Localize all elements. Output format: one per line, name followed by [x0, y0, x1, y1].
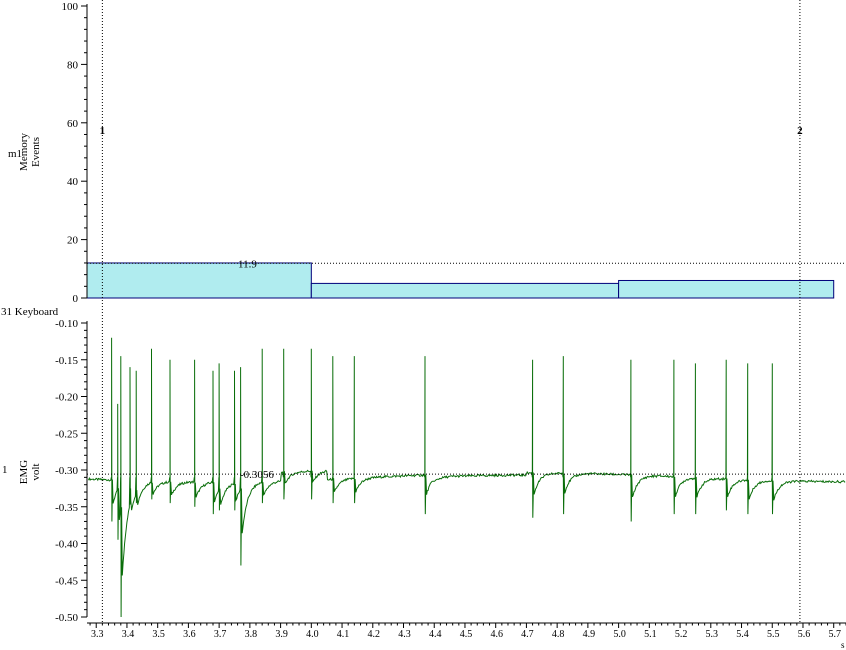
- emg-ytick-label: -0.25: [55, 428, 78, 440]
- emg-y-ticks: -0.10 -0.15 -0.20 -0.25 -0.30 -0.35 -0.40 -0.45…: [55, 318, 87, 624]
- x-tick-label: 3.9: [275, 629, 288, 640]
- channel-label-1: 1: [2, 464, 8, 476]
- x-tick-label: 4.6: [490, 629, 503, 640]
- x-tick-label: 4.3: [398, 629, 411, 640]
- channel-divider-label: 31 Keyboard: [1, 306, 59, 318]
- emg-ytick-label: -0.30: [55, 465, 78, 477]
- emg-ytick-label: -0.50: [55, 612, 78, 624]
- emg-ytick-label: -0.10: [55, 318, 78, 330]
- x-ticks: 3.3 3.4 3.5 3.6 3.7 3.8 3.9 4.0 4.1 4.2 4.3 4.4 4.5 4…: [89, 623, 846, 640]
- emg-panel: -0.3056 -0.10-0.15-0.20-0.25-0.30-0.35-0…: [2, 318, 846, 624]
- event-bar-2: [618, 279, 835, 299]
- x-tick-label: 3.3: [91, 629, 104, 640]
- events-panel: 11.9 0 20 40 60 80 100 m1 Memory Events: [8, 1, 846, 305]
- x-tick-label: 3.8: [245, 629, 258, 640]
- time-x-axis: 3.3 3.4 3.5 3.6 3.7 3.8 3.9 4.0 4.1 4.2 4.3 4.4 4.5 4…: [87, 622, 846, 650]
- x-tick-label: 4.8: [552, 629, 565, 640]
- x-tick-label: 4.0: [306, 629, 319, 640]
- emg-trace: [88, 337, 846, 618]
- emg-ytick-label: -0.20: [55, 392, 78, 404]
- x-tick-label: 5.2: [675, 629, 688, 640]
- emg-ylabel-line2: volt: [30, 463, 42, 480]
- emg-ytick-label: -0.35: [55, 502, 78, 514]
- x-tick-label: 4.4: [429, 629, 442, 640]
- x-tick-label: 3.6: [183, 629, 196, 640]
- x-tick-label: 5.3: [706, 629, 719, 640]
- events-y-ticks: 0 20 40 60 80 100: [62, 1, 87, 305]
- x-tick-label: 4.1: [337, 629, 350, 640]
- emg-ytick-label: -0.15: [55, 355, 78, 367]
- x-axis-unit: s: [841, 640, 845, 650]
- events-ylabel-line1: Memory: [18, 133, 30, 171]
- x-tick-label: 3.7: [214, 629, 227, 640]
- x-tick-label: 4.9: [583, 629, 596, 640]
- event-bar-0: [86, 262, 312, 299]
- x-tick-label: 5.1: [644, 629, 657, 640]
- events-ytick-label: 20: [67, 235, 79, 247]
- events-ytick-label: 40: [67, 176, 79, 188]
- events-ytick-label: 0: [73, 293, 79, 305]
- events-ytick-label: 80: [67, 59, 79, 71]
- horizontal-cursor-events-value: 11.9: [238, 258, 257, 270]
- x-tick-label: 4.2: [368, 629, 381, 640]
- x-tick-label: 4.5: [460, 629, 473, 640]
- emg-ytick-label: -0.45: [55, 575, 78, 587]
- events-ytick-label: 100: [62, 1, 79, 13]
- events-ylabel-line2: Events: [30, 137, 42, 167]
- x-tick-label: 5.5: [767, 629, 780, 640]
- x-tick-label: 5.4: [736, 629, 749, 640]
- x-tick-label: 3.5: [152, 629, 165, 640]
- vertical-cursor-label-2: 2: [797, 125, 803, 137]
- x-tick-label: 5.7: [828, 629, 841, 640]
- x-tick-label: 4.7: [521, 629, 534, 640]
- events-ytick-label: 60: [67, 118, 79, 130]
- x-tick-label: 3.4: [122, 629, 135, 640]
- event-bars: [86, 262, 835, 299]
- x-tick-label: 5.6: [798, 629, 811, 640]
- event-bar-1: [310, 282, 620, 299]
- vertical-cursor-label-1: 1: [100, 125, 106, 137]
- x-tick-label: 5.0: [613, 629, 626, 640]
- channel-label-m1: m1: [8, 148, 22, 160]
- emg-ylabel-line1: EMG: [18, 460, 30, 485]
- horizontal-cursor-emg-value: -0.3056: [240, 469, 274, 481]
- emg-ytick-label: -0.40: [55, 539, 78, 551]
